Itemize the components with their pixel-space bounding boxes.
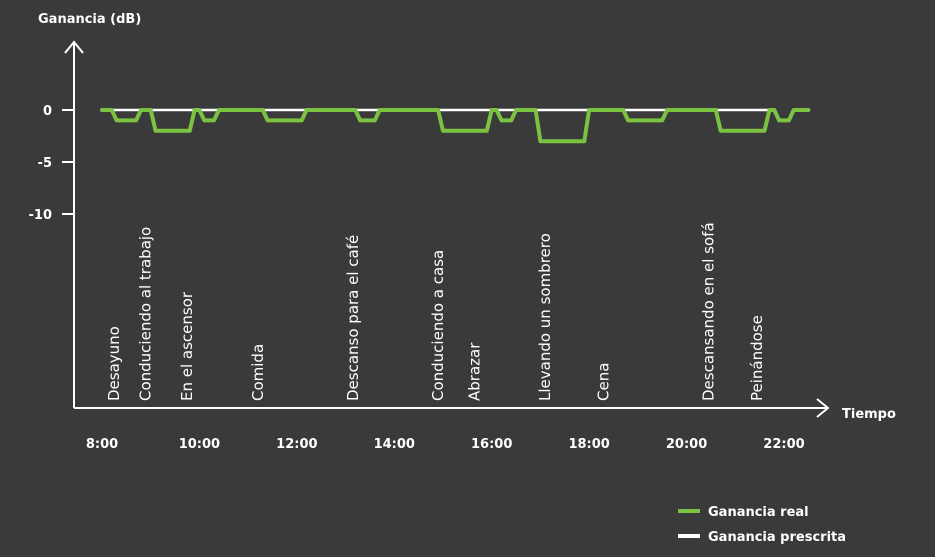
x-tick-label: 8:00 [86,437,118,452]
y-tick-label: -5 [38,156,52,171]
activity-label: Abrazar [466,342,484,401]
y-tick-label: -10 [29,208,53,223]
legend-label: Ganancia prescrita [708,530,846,545]
activity-label: Descansando en el sofá [699,222,717,401]
activity-label: Conduciendo al trabajo [137,227,155,401]
x-tick-label: 16:00 [471,437,512,452]
tick-labels: 0 -5 -10 8:00 10:00 12:00 14:00 16:00 18:00 20:00… [29,104,805,452]
activity-label: Descanso para el café [344,235,362,401]
activity-label: Cena [595,363,613,401]
activity-labels: Desayuno Conduciendo al trabajo En el asce… [105,222,766,401]
y-tick-label: 0 [43,104,52,119]
activity-label: Llevando un sombrero [536,233,554,401]
x-axis-arrow-icon [816,398,830,418]
axes: Ganancia (dB) Tiempo [38,12,896,422]
x-tick-label: 22:00 [763,437,804,452]
activity-label: Comida [249,344,267,401]
y-axis-arrow-icon [64,40,84,54]
series-group [100,108,811,144]
x-tick-label: 14:00 [374,437,415,452]
legend-label: Ganancia real [708,505,809,520]
activity-label: Desayuno [105,326,123,401]
y-axis-title: Ganancia (dB) [38,12,141,27]
activity-label: En el ascensor [178,291,196,401]
legend: Ganancia real Ganancia prescrita [678,505,846,545]
activity-label: Conduciendo a casa [429,250,447,401]
x-tick-label: 10:00 [179,437,220,452]
x-tick-label: 18:00 [568,437,609,452]
x-tick-label: 20:00 [666,437,707,452]
x-axis-title: Tiempo [842,407,896,422]
activity-label: Peinándose [748,315,766,401]
x-tick-label: 12:00 [276,437,317,452]
series-line-real-gain [100,108,811,144]
